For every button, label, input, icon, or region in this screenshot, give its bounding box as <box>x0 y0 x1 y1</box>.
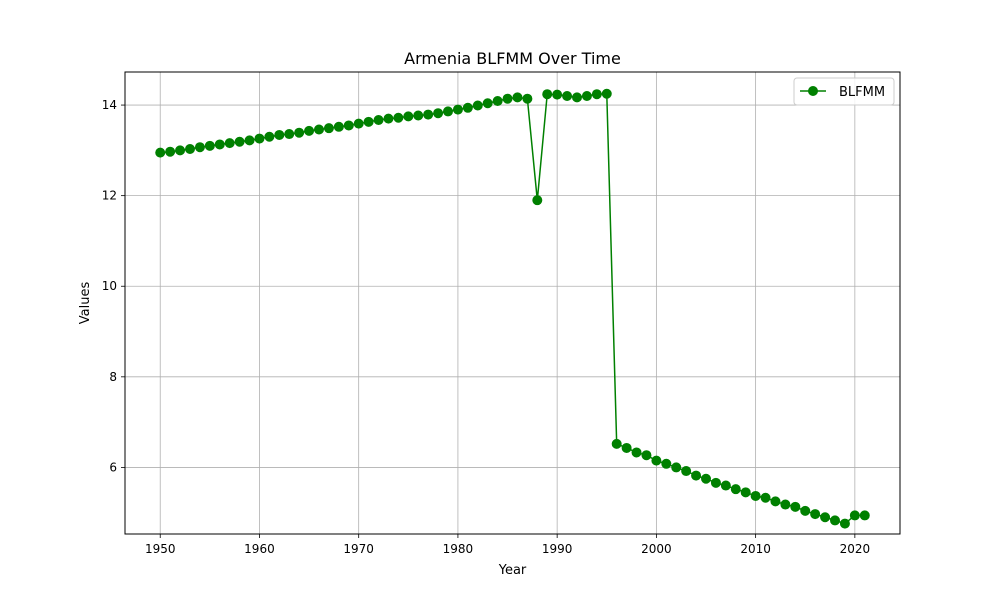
data-point[interactable] <box>839 518 850 529</box>
data-point[interactable] <box>562 91 573 102</box>
legend: BLFMM <box>793 77 895 106</box>
data-point[interactable] <box>730 484 741 495</box>
data-point[interactable] <box>264 131 275 142</box>
data-point[interactable] <box>601 88 612 99</box>
data-point[interactable] <box>294 127 305 138</box>
data-point[interactable] <box>244 135 255 146</box>
data-point[interactable] <box>512 92 523 103</box>
data-point[interactable] <box>234 136 245 147</box>
data-point[interactable] <box>859 510 870 521</box>
data-point[interactable] <box>304 125 315 136</box>
data-point[interactable] <box>373 115 384 126</box>
data-point[interactable] <box>800 505 811 516</box>
data-point[interactable] <box>423 109 434 120</box>
data-point[interactable] <box>403 111 414 122</box>
data-point[interactable] <box>175 145 186 156</box>
data-point[interactable] <box>631 447 642 458</box>
axis-ticks: 1950 1960 1970 1980 1990 2000 2010 2020 6 8 10 12 14 <box>102 98 870 556</box>
y-tick-label: 8 <box>109 370 117 384</box>
data-point[interactable] <box>810 509 821 520</box>
data-point[interactable] <box>224 138 235 149</box>
data-point[interactable] <box>830 515 840 526</box>
data-point[interactable] <box>820 512 831 523</box>
x-tick-label: 1960 <box>244 542 275 556</box>
data-point[interactable] <box>701 473 711 484</box>
data-point[interactable] <box>284 129 295 140</box>
data-point[interactable] <box>661 458 672 469</box>
data-point[interactable] <box>214 139 225 150</box>
data-point[interactable] <box>710 477 721 488</box>
data-point[interactable] <box>740 487 751 498</box>
data-point[interactable] <box>363 116 374 127</box>
data-point[interactable] <box>323 123 334 134</box>
data-point[interactable] <box>671 462 682 473</box>
data-point[interactable] <box>472 100 483 111</box>
data-point[interactable] <box>383 113 394 124</box>
data-point[interactable] <box>760 492 771 503</box>
data-point[interactable] <box>542 89 553 100</box>
data-point[interactable] <box>165 146 176 157</box>
series-layer <box>155 88 870 529</box>
x-tick-label: 2020 <box>840 542 871 556</box>
data-point[interactable] <box>353 118 364 129</box>
data-point[interactable] <box>790 501 801 512</box>
data-point[interactable] <box>750 490 761 501</box>
data-point[interactable] <box>641 450 652 461</box>
data-point[interactable] <box>413 110 424 121</box>
grid-lines <box>125 72 900 534</box>
x-tick-label: 1970 <box>343 542 374 556</box>
data-point[interactable] <box>314 124 324 135</box>
chart-title: Armenia BLFMM Over Time <box>404 49 621 68</box>
data-point[interactable] <box>482 98 493 109</box>
data-point[interactable] <box>720 480 731 491</box>
data-point[interactable] <box>651 455 662 466</box>
legend-marker-swatch <box>808 86 818 96</box>
data-point[interactable] <box>333 121 344 132</box>
x-tick-label: 1980 <box>443 542 474 556</box>
y-axis-title: Values <box>78 282 93 325</box>
data-point[interactable] <box>185 144 195 154</box>
legend-box <box>793 77 895 106</box>
data-point[interactable] <box>204 140 215 151</box>
data-point[interactable] <box>443 106 453 117</box>
y-tick-label: 12 <box>102 189 117 203</box>
data-point[interactable] <box>581 91 592 102</box>
data-point[interactable] <box>492 95 503 106</box>
data-point[interactable] <box>393 112 404 123</box>
x-tick-label: 1950 <box>145 542 176 556</box>
data-point[interactable] <box>433 108 444 119</box>
data-point[interactable] <box>572 92 582 103</box>
x-tick-label: 2000 <box>641 542 672 556</box>
data-point[interactable] <box>621 442 632 453</box>
data-point[interactable] <box>552 89 563 100</box>
x-axis-title: Year <box>498 563 527 578</box>
y-tick-label: 6 <box>109 460 117 474</box>
series-line-blfmm <box>160 92 865 525</box>
x-tick-label: 1990 <box>542 542 573 556</box>
data-point[interactable] <box>452 104 463 115</box>
plot-area-frame <box>124 71 901 535</box>
data-point[interactable] <box>780 499 791 510</box>
legend-label: BLFMM <box>839 85 885 100</box>
data-point[interactable] <box>155 147 166 158</box>
x-tick-label: 2010 <box>740 542 771 556</box>
data-point[interactable] <box>691 470 702 481</box>
data-point[interactable] <box>591 89 602 100</box>
data-point[interactable] <box>343 120 354 131</box>
data-point[interactable] <box>274 129 285 140</box>
data-point[interactable] <box>462 102 473 113</box>
data-point[interactable] <box>254 133 265 144</box>
y-tick-label: 10 <box>102 279 117 293</box>
data-point[interactable] <box>522 93 533 104</box>
data-point[interactable] <box>770 496 781 507</box>
data-point[interactable] <box>502 93 513 104</box>
data-point[interactable] <box>611 438 622 449</box>
data-point[interactable] <box>849 510 860 521</box>
y-tick-label: 14 <box>102 98 117 112</box>
data-point[interactable] <box>194 142 205 153</box>
data-point[interactable] <box>681 466 692 477</box>
data-point[interactable] <box>532 195 543 206</box>
